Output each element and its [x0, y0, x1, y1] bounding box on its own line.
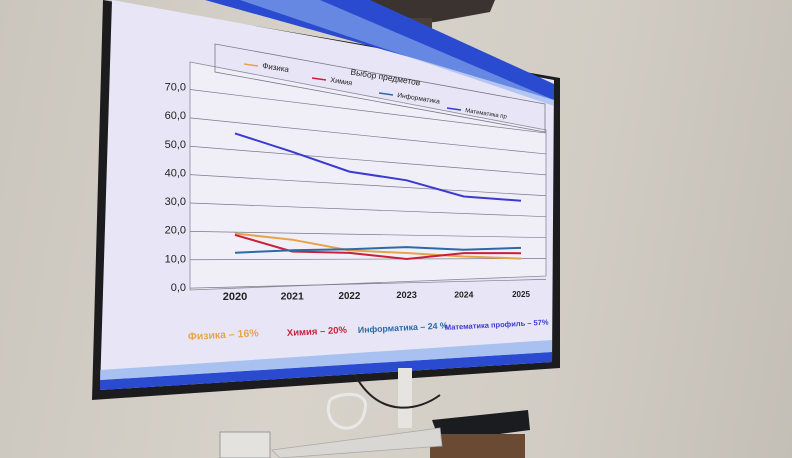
legend-swatch — [243, 63, 259, 67]
cable-black — [354, 374, 441, 409]
series-line — [234, 232, 522, 260]
gridline — [189, 174, 547, 197]
legend-entry: Физика — [262, 61, 290, 74]
summary-label: Информатика – 24 % — [358, 320, 449, 335]
gridline — [189, 117, 547, 155]
tv-shelf — [430, 434, 525, 458]
legend-swatch — [446, 107, 462, 111]
cable-bundle — [326, 392, 367, 430]
slide-bottom-band — [100, 352, 552, 390]
slide-top-band-light — [240, 0, 554, 106]
x-tick-label: 2021 — [281, 291, 304, 302]
y-tick-label: 0,0 — [171, 282, 186, 294]
y-tick-label: 60,0 — [165, 110, 186, 122]
x-tick-label: 2020 — [223, 291, 247, 303]
wall-outlet — [219, 431, 271, 458]
summary-label: Химия – 20% — [287, 325, 348, 339]
router-box — [271, 427, 443, 458]
y-tick-label: 20,0 — [165, 225, 186, 237]
y-tick-label: 70,0 — [165, 82, 186, 94]
legend-entry: Химия — [330, 75, 353, 87]
legend-swatch — [311, 77, 327, 81]
y-tick-label: 50,0 — [165, 139, 186, 151]
x-tick-label: 2024 — [454, 290, 473, 300]
gridline — [189, 231, 547, 238]
slide-top-band — [205, 0, 554, 100]
legend-box — [214, 43, 546, 133]
summary-label: Физика – 16% — [188, 327, 260, 343]
x-tick-label: 2023 — [396, 290, 416, 300]
y-tick-label: 30,0 — [165, 196, 186, 208]
legend-swatch — [378, 92, 394, 96]
gridline — [189, 279, 547, 289]
series-line — [234, 246, 522, 254]
slide-bottom-band-light — [100, 340, 552, 380]
series-line — [234, 132, 522, 202]
line-chart: 0,0 10,0 20,0 30,0 40,0 50,0 60,0 70,0 2020 2021 2… — [165, 61, 549, 343]
gridline — [189, 89, 547, 134]
series-line — [234, 233, 522, 261]
tv-stand-pole — [398, 368, 412, 428]
gridline — [189, 258, 547, 261]
y-tick-label: 10,0 — [165, 253, 186, 265]
x-tick-label: 2025 — [512, 290, 530, 299]
x-tick-label: 2022 — [339, 291, 361, 302]
gridline — [189, 145, 547, 176]
gridline — [189, 202, 547, 218]
y-tick-label: 40,0 — [165, 167, 186, 179]
